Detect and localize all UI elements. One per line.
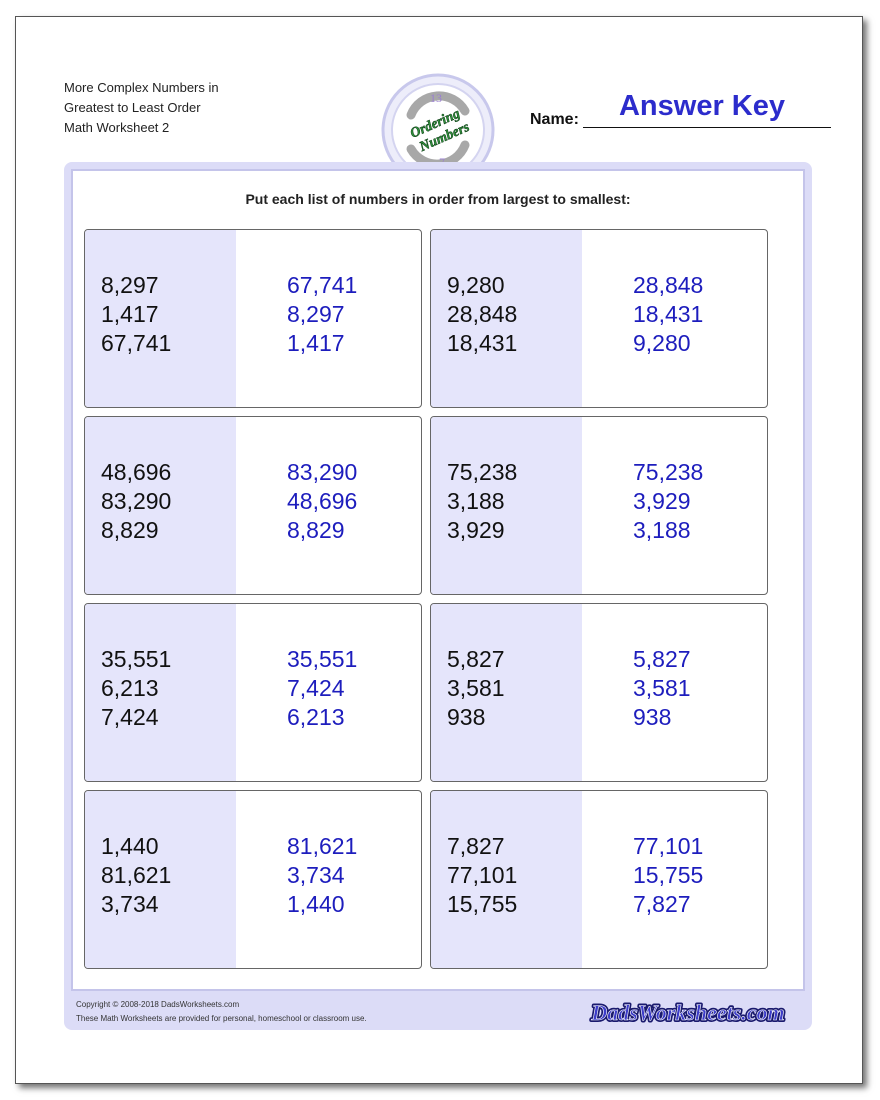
problem-shade — [85, 230, 236, 407]
problem-shade — [431, 791, 582, 968]
given-number: 75,238 — [447, 459, 518, 485]
answer-number: 48,696 — [287, 488, 358, 514]
given-list: 75,238 3,188 3,929 — [447, 458, 517, 545]
answer-number: 28,848 — [633, 272, 704, 298]
dadsworksheets-logo-icon: DadsWorksheets.com DadsWorksheets.com — [588, 998, 786, 1027]
answer-list: 81,621 3,734 1,440 — [287, 832, 357, 919]
ordering-numbers-badge-icon: 13 7 Ordering Numbers — [381, 73, 495, 187]
given-list: 35,551 6,213 7,424 — [101, 645, 171, 732]
given-number: 8,297 — [101, 272, 159, 298]
given-number: 938 — [447, 704, 486, 730]
given-number: 8,829 — [101, 517, 159, 543]
given-number: 7,827 — [447, 833, 505, 859]
given-number: 83,290 — [101, 488, 172, 514]
given-list: 1,440 81,621 3,734 — [101, 832, 171, 919]
answer-number: 7,424 — [287, 675, 345, 701]
given-number: 9,280 — [447, 272, 505, 298]
answer-number: 8,297 — [287, 301, 345, 327]
given-list: 5,827 3,581 938 — [447, 645, 505, 732]
answer-list: 5,827 3,581 938 — [633, 645, 691, 732]
name-label: Name: — [530, 111, 579, 128]
title-line-3: Math Worksheet 2 — [64, 120, 170, 135]
answer-number: 7,827 — [633, 891, 691, 917]
given-list: 48,696 83,290 8,829 — [101, 458, 171, 545]
answer-number: 938 — [633, 704, 672, 730]
given-number: 48,696 — [101, 459, 172, 485]
answer-number: 18,431 — [633, 301, 704, 327]
title-line-1: More Complex Numbers in — [64, 80, 219, 95]
answer-number: 9,280 — [633, 330, 691, 356]
answer-number: 8,829 — [287, 517, 345, 543]
worksheet-title: More Complex Numbers in Greatest to Leas… — [64, 78, 219, 138]
given-number: 3,929 — [447, 517, 505, 543]
answer-number: 1,417 — [287, 330, 345, 356]
given-number: 3,734 — [101, 891, 159, 917]
problem-shade — [431, 604, 582, 781]
given-number: 6,213 — [101, 675, 159, 701]
answer-number: 5,827 — [633, 646, 691, 672]
problem-shade — [431, 230, 582, 407]
given-number: 35,551 — [101, 646, 172, 672]
given-number: 67,741 — [101, 330, 172, 356]
instructions: Put each list of numbers in order from l… — [245, 191, 631, 207]
given-list: 7,827 77,101 15,755 — [447, 832, 517, 919]
usage-notice: These Math Worksheets are provided for p… — [76, 1014, 367, 1023]
answer-number: 3,188 — [633, 517, 691, 543]
answer-list: 28,848 18,431 9,280 — [633, 271, 703, 358]
answer-list: 83,290 48,696 8,829 — [287, 458, 357, 545]
answer-number: 35,551 — [287, 646, 358, 672]
answer-number: 81,621 — [287, 833, 358, 859]
answer-number: 75,238 — [633, 459, 704, 485]
footer-text: Copyright © 2008-2018 DadsWorksheets.com… — [76, 998, 367, 1026]
given-number: 7,424 — [101, 704, 159, 730]
problem-shade — [431, 417, 582, 594]
given-number: 18,431 — [447, 330, 518, 356]
problem-box: 35,551 6,213 7,424 35,551 7,424 6,213 — [84, 603, 422, 782]
given-number: 1,440 — [101, 833, 159, 859]
given-number: 3,581 — [447, 675, 505, 701]
problem-box: 8,297 1,417 67,741 67,741 8,297 1,417 — [84, 229, 422, 408]
problem-shade — [85, 604, 236, 781]
answer-number: 3,581 — [633, 675, 691, 701]
problem-box: 1,440 81,621 3,734 81,621 3,734 1,440 — [84, 790, 422, 969]
problem-box: 75,238 3,188 3,929 75,238 3,929 3,188 — [430, 416, 768, 595]
answer-number: 1,440 — [287, 891, 345, 917]
problem-box: 5,827 3,581 938 5,827 3,581 938 — [430, 603, 768, 782]
answer-number: 77,101 — [633, 833, 704, 859]
logo-text: DadsWorksheets.com — [590, 1000, 784, 1025]
given-number: 81,621 — [101, 862, 172, 888]
copyright-text: Copyright © 2008-2018 DadsWorksheets.com — [76, 1000, 240, 1009]
answer-number: 6,213 — [287, 704, 345, 730]
given-number: 28,848 — [447, 301, 518, 327]
given-number: 5,827 — [447, 646, 505, 672]
answer-number: 3,734 — [287, 862, 345, 888]
answer-list: 67,741 8,297 1,417 — [287, 271, 357, 358]
problem-box: 7,827 77,101 15,755 77,101 15,755 7,827 — [430, 790, 768, 969]
answer-number: 3,929 — [633, 488, 691, 514]
given-number: 77,101 — [447, 862, 518, 888]
answer-number: 67,741 — [287, 272, 358, 298]
given-list: 8,297 1,417 67,741 — [101, 271, 171, 358]
problem-box: 9,280 28,848 18,431 28,848 18,431 9,280 — [430, 229, 768, 408]
given-number: 15,755 — [447, 891, 518, 917]
badge-top-number: 13 — [430, 91, 442, 105]
name-line — [583, 127, 831, 128]
answer-number: 15,755 — [633, 862, 704, 888]
given-list: 9,280 28,848 18,431 — [447, 271, 517, 358]
answer-list: 77,101 15,755 7,827 — [633, 832, 703, 919]
logo-outline: DadsWorksheets.com — [590, 1000, 784, 1025]
problem-shade — [85, 791, 236, 968]
answer-number: 83,290 — [287, 459, 358, 485]
problem-shade — [85, 417, 236, 594]
answer-list: 75,238 3,929 3,188 — [633, 458, 703, 545]
answer-list: 35,551 7,424 6,213 — [287, 645, 357, 732]
answer-key-heading: Answer Key — [618, 90, 785, 122]
given-number: 3,188 — [447, 488, 505, 514]
given-number: 1,417 — [101, 301, 159, 327]
problem-box: 48,696 83,290 8,829 83,290 48,696 8,829 — [84, 416, 422, 595]
title-line-2: Greatest to Least Order — [64, 100, 201, 115]
